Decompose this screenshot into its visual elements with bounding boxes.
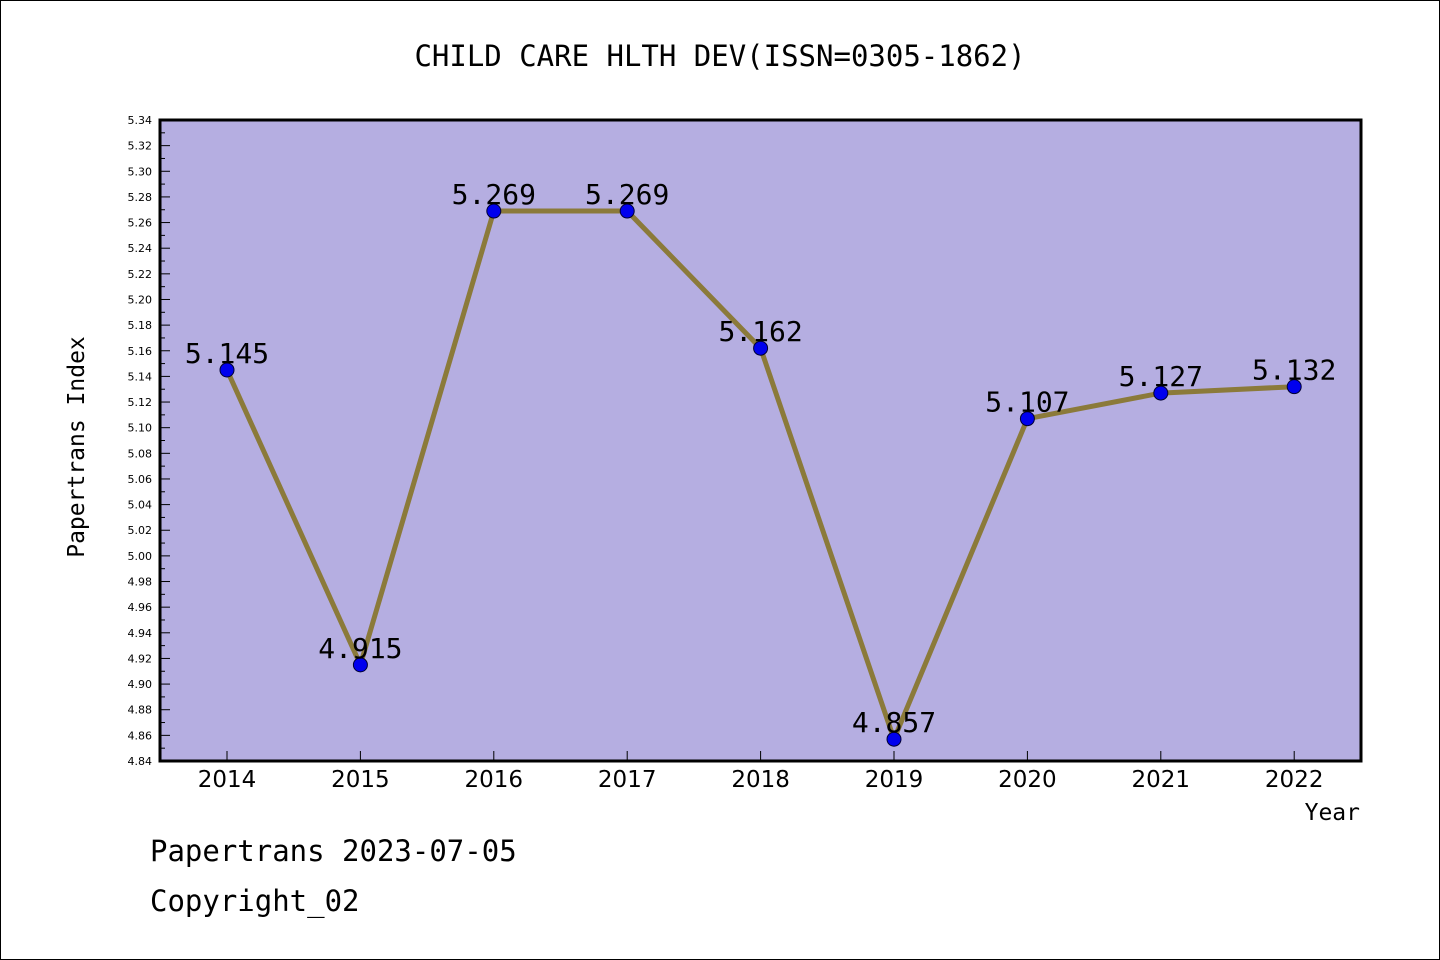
y-tick-label: 5.14 <box>128 370 153 383</box>
data-label: 5.162 <box>718 315 802 348</box>
y-tick-label: 4.94 <box>128 627 153 640</box>
y-tick-label: 4.88 <box>128 704 153 717</box>
y-tick-label: 4.92 <box>128 652 153 665</box>
x-tick-label: 2017 <box>598 767 657 793</box>
data-label: 5.107 <box>985 386 1069 419</box>
data-point-marker <box>1019 411 1035 427</box>
y-tick-label: 5.16 <box>128 345 153 358</box>
x-axis: 2014 2015 2016 2017 2018 2019 2020 2021 2022 <box>198 751 1324 793</box>
x-tick-label: 2019 <box>865 767 924 793</box>
y-tick-label: 5.24 <box>128 242 153 255</box>
y-tick-label: 5.18 <box>128 319 153 332</box>
y-tick-label: 4.96 <box>128 601 153 614</box>
chart-title: CHILD CARE HLTH DEV(ISSN=0305-1862) <box>414 39 1025 73</box>
x-tick-label: 2021 <box>1132 767 1191 793</box>
y-axis-label: Papertrans Index <box>64 336 90 558</box>
x-tick-label: 2016 <box>465 767 524 793</box>
y-tick-label: 5.04 <box>128 499 153 512</box>
data-label: 5.132 <box>1252 354 1336 387</box>
y-tick-label: 5.32 <box>128 140 153 153</box>
y-tick-label: 4.86 <box>128 729 153 742</box>
data-point-marker <box>486 203 502 219</box>
y-tick-label: 5.30 <box>128 165 153 178</box>
data-label: 5.145 <box>185 337 269 370</box>
y-tick-label: 5.02 <box>128 524 153 537</box>
data-point-marker <box>219 362 235 378</box>
data-point-marker <box>886 731 902 747</box>
data-point-marker <box>1153 385 1169 401</box>
y-tick-label: 5.20 <box>128 293 153 306</box>
y-tick-label: 4.98 <box>128 576 153 589</box>
y-tick-label: 5.22 <box>128 268 153 281</box>
data-label: 5.269 <box>585 178 669 211</box>
data-label: 5.269 <box>452 178 536 211</box>
data-label: 4.857 <box>852 706 936 739</box>
data-markers <box>219 203 1302 747</box>
x-tick-label: 2022 <box>1265 767 1324 793</box>
x-tick-label: 2015 <box>331 767 390 793</box>
data-label: 5.127 <box>1119 360 1203 393</box>
y-axis: 4.84 4.86 4.88 4.90 4.92 4.94 4.96 4.98 5.00 5.02… <box>128 114 170 768</box>
data-point-marker <box>753 340 769 356</box>
y-tick-label: 5.00 <box>128 550 153 563</box>
y-tick-label: 4.90 <box>128 678 153 691</box>
x-tick-label: 2018 <box>731 767 790 793</box>
data-point-marker <box>352 657 368 673</box>
data-point-marker <box>619 203 635 219</box>
y-tick-label: 5.08 <box>128 447 153 460</box>
data-label: 4.915 <box>318 632 402 665</box>
y-tick-label: 5.12 <box>128 396 153 409</box>
x-tick-label: 2020 <box>998 767 1057 793</box>
y-tick-label: 5.26 <box>128 217 153 230</box>
data-labels: 5.145 4.915 5.269 5.269 5.162 4.857 5.107 5.127… <box>185 178 1336 739</box>
x-axis-label: Year <box>1305 800 1360 826</box>
y-tick-label: 5.06 <box>128 473 153 486</box>
y-tick-label: 5.34 <box>128 114 153 127</box>
footer-date: Papertrans 2023-07-05 <box>150 834 517 868</box>
plot-area <box>158 118 1363 763</box>
y-tick-label: 4.84 <box>128 755 153 768</box>
y-tick-label: 5.10 <box>128 422 153 435</box>
x-tick-label: 2014 <box>198 767 257 793</box>
footer-copyright: Copyright_02 <box>150 884 360 918</box>
data-point-marker <box>1286 379 1302 395</box>
y-tick-label: 5.28 <box>128 191 153 204</box>
